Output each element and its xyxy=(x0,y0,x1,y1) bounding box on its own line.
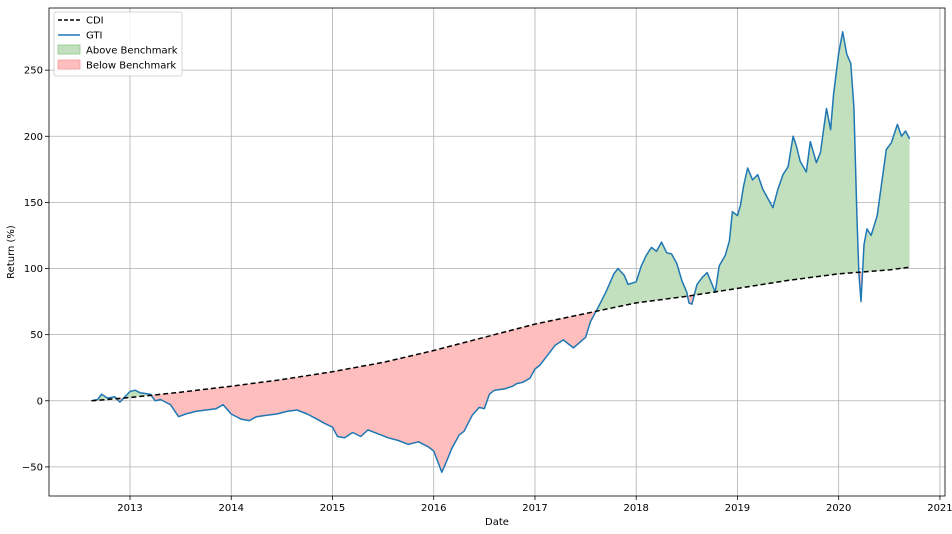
x-tick-label: 2020 xyxy=(826,503,851,514)
y-tick-label: 150 xyxy=(24,198,43,209)
legend-gti-label: GTI xyxy=(86,31,102,42)
legend-below-label: Below Benchmark xyxy=(86,61,176,72)
y-tick-label: 100 xyxy=(24,264,43,275)
gti-line xyxy=(91,31,911,473)
axis-ticks: 2013 2014 2015 2016 2017 2018 2019 2020 2021 −50 0… xyxy=(22,66,952,514)
above-benchmark-area xyxy=(596,242,688,312)
x-tick-label: 2014 xyxy=(219,503,244,514)
legend-above-label: Above Benchmark xyxy=(86,46,178,57)
below-benchmark-area xyxy=(151,311,597,473)
above-benchmark-area xyxy=(694,272,715,296)
above-benchmark-area xyxy=(123,390,152,398)
x-tick-label: 2019 xyxy=(725,503,750,514)
above-benchmark-area xyxy=(715,31,859,292)
y-tick-label: 0 xyxy=(37,396,43,407)
cdi-line xyxy=(91,266,910,402)
above-benchmark-area xyxy=(862,124,910,273)
x-tick-label: 2013 xyxy=(117,503,142,514)
y-tick-label: −50 xyxy=(22,462,43,473)
x-tick-label: 2016 xyxy=(421,503,446,514)
legend-below-swatch xyxy=(57,59,81,70)
legend-above-swatch xyxy=(57,44,81,55)
y-tick-label: 50 xyxy=(30,330,43,341)
y-tick-label: 200 xyxy=(24,132,43,143)
legend: CDI GTI Above Benchmark Below Benchmark xyxy=(53,11,183,77)
x-tick-label: 2017 xyxy=(522,503,547,514)
benchmark-fill xyxy=(91,31,910,473)
x-tick-label: 2021 xyxy=(927,503,952,514)
x-tick-label: 2018 xyxy=(623,503,648,514)
series-lines xyxy=(91,31,911,473)
x-axis-label: Date xyxy=(485,517,509,528)
legend-cdi-label: CDI xyxy=(86,16,104,27)
y-tick-label: 250 xyxy=(24,66,43,77)
plot-frame xyxy=(48,7,946,497)
x-tick-label: 2015 xyxy=(320,503,345,514)
y-axis-label: Return (%) xyxy=(6,225,17,279)
legend-box xyxy=(53,11,183,77)
